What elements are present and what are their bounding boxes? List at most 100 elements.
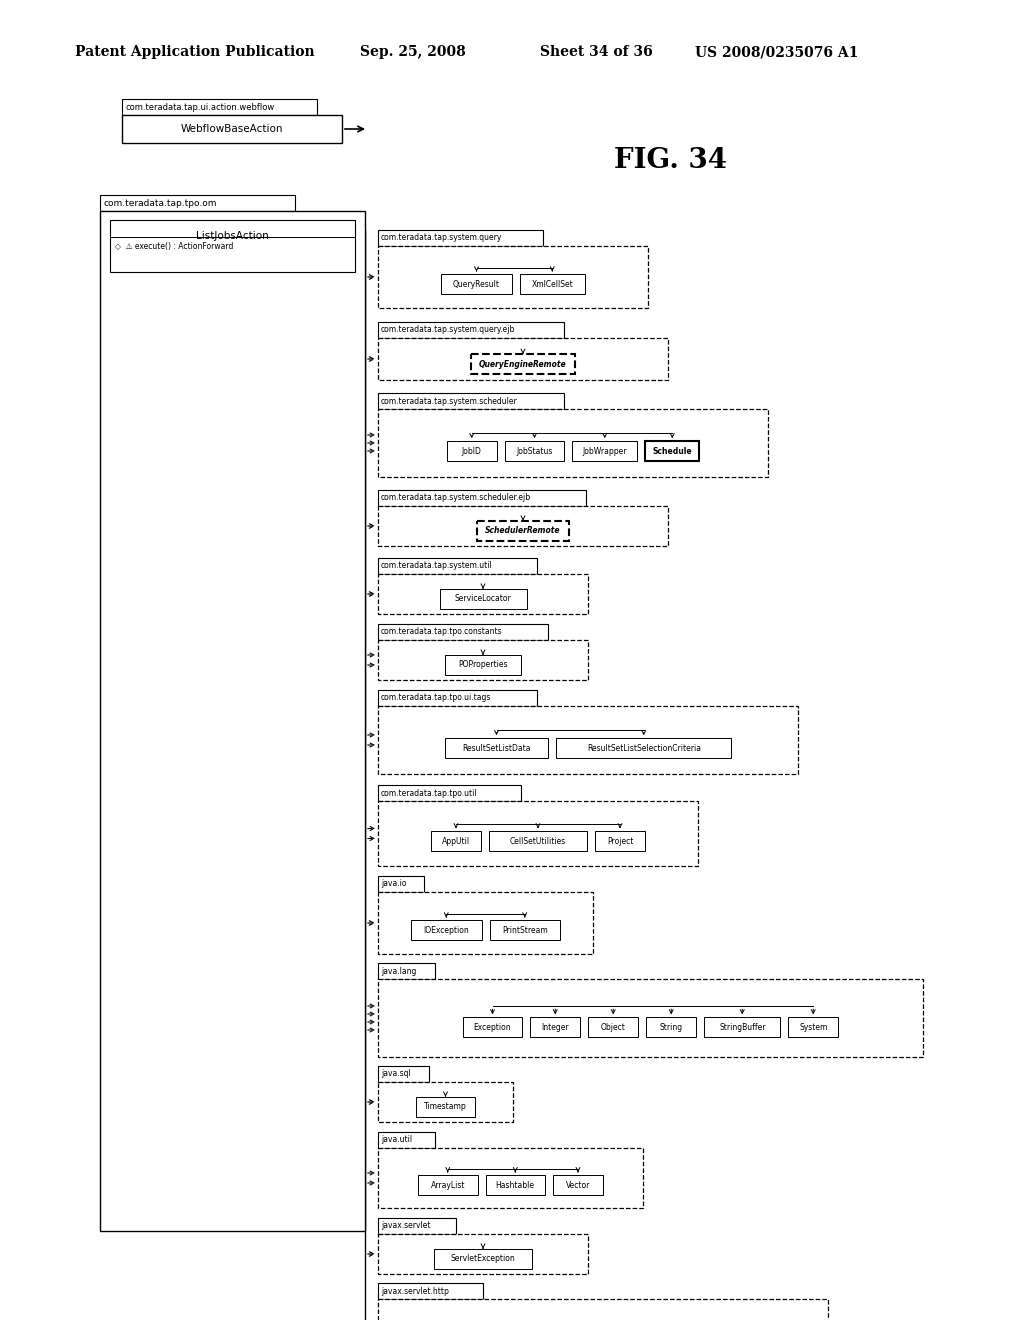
Text: com.teradata.tap.tpo.constants: com.teradata.tap.tpo.constants <box>381 627 503 636</box>
Text: ResultSetListData: ResultSetListData <box>462 743 530 752</box>
Text: com.teradata.tap.system.scheduler: com.teradata.tap.system.scheduler <box>381 396 518 405</box>
Bar <box>434 1249 532 1269</box>
Bar <box>444 738 548 758</box>
Bar <box>122 99 317 115</box>
Bar <box>378 1067 429 1082</box>
Text: java.util: java.util <box>381 1135 412 1144</box>
Text: ServletException: ServletException <box>451 1254 515 1263</box>
Bar <box>441 275 512 294</box>
Text: com.teradata.tap.tpo.util: com.teradata.tap.tpo.util <box>381 788 477 797</box>
Text: ServiceLocator: ServiceLocator <box>455 594 511 603</box>
Text: FIG. 34: FIG. 34 <box>613 147 726 173</box>
Bar <box>553 1175 603 1195</box>
Bar <box>378 338 668 380</box>
Text: Project: Project <box>607 837 633 846</box>
Bar <box>378 1133 434 1148</box>
Bar <box>378 230 543 246</box>
Text: ResultSetListSelectionCriteria: ResultSetListSelectionCriteria <box>587 743 700 752</box>
Text: POProperties: POProperties <box>459 660 508 669</box>
Text: Object: Object <box>601 1023 626 1032</box>
Bar <box>122 115 342 143</box>
Bar <box>378 1299 828 1320</box>
Bar <box>595 832 645 851</box>
Bar <box>378 490 586 506</box>
Text: com.teradata.tap.system.scheduler.ejb: com.teradata.tap.system.scheduler.ejb <box>381 494 531 503</box>
Bar <box>439 589 526 609</box>
Text: com.teradata.tap.system.query.ejb: com.teradata.tap.system.query.ejb <box>381 326 515 334</box>
Bar <box>378 1148 643 1208</box>
Bar <box>110 220 355 272</box>
Text: WebflowBaseAction: WebflowBaseAction <box>181 124 284 135</box>
Bar <box>378 322 564 338</box>
Bar <box>588 1018 638 1038</box>
Bar <box>477 521 569 541</box>
Text: US 2008/0235076 A1: US 2008/0235076 A1 <box>695 45 858 59</box>
Text: QueryResult: QueryResult <box>453 280 500 289</box>
Bar <box>505 441 564 461</box>
Bar <box>788 1018 839 1038</box>
Bar <box>416 1097 475 1117</box>
Bar <box>446 441 497 461</box>
Text: Hashtable: Hashtable <box>496 1180 535 1189</box>
Bar <box>378 574 588 614</box>
Text: javax.servlet.http: javax.servlet.http <box>381 1287 449 1295</box>
Text: Patent Application Publication: Patent Application Publication <box>75 45 314 59</box>
Text: PrintStream: PrintStream <box>502 925 548 935</box>
Bar <box>378 558 538 574</box>
Text: ArrayList: ArrayList <box>430 1180 465 1189</box>
Text: JobStatus: JobStatus <box>516 446 553 455</box>
Bar <box>378 785 521 801</box>
Text: Schedule: Schedule <box>652 446 692 455</box>
Text: java.lang: java.lang <box>381 966 417 975</box>
Bar <box>705 1018 780 1038</box>
Bar <box>378 1283 483 1299</box>
Text: QueryEngineRemote: QueryEngineRemote <box>479 359 567 368</box>
Text: com.teradata.tap.system.util: com.teradata.tap.system.util <box>381 561 493 570</box>
Bar <box>572 441 637 461</box>
Bar <box>378 393 564 409</box>
Text: java.io: java.io <box>381 879 407 888</box>
Bar <box>378 624 548 640</box>
Text: java.sql: java.sql <box>381 1069 411 1078</box>
Bar <box>378 876 424 892</box>
Bar <box>556 738 731 758</box>
Text: JobWrapper: JobWrapper <box>583 446 627 455</box>
Text: ◇  ⚠ execute() : ActionForward: ◇ ⚠ execute() : ActionForward <box>115 243 233 252</box>
Text: com.teradata.tap.ui.action.webflow: com.teradata.tap.ui.action.webflow <box>125 103 274 111</box>
Bar <box>378 640 588 680</box>
Text: Sep. 25, 2008: Sep. 25, 2008 <box>360 45 466 59</box>
Text: JobID: JobID <box>462 446 481 455</box>
Bar <box>431 832 481 851</box>
Bar <box>378 801 698 866</box>
Bar <box>485 1175 545 1195</box>
Bar <box>418 1175 477 1195</box>
Text: Integer: Integer <box>542 1023 569 1032</box>
Text: System: System <box>799 1023 827 1032</box>
Bar <box>645 441 699 461</box>
Text: StringBuffer: StringBuffer <box>719 1023 766 1032</box>
Text: com.teradata.tap.tpo.om: com.teradata.tap.tpo.om <box>103 198 216 207</box>
Bar <box>378 690 538 706</box>
Bar <box>100 195 295 211</box>
Text: Sheet 34 of 36: Sheet 34 of 36 <box>540 45 652 59</box>
Bar <box>100 211 365 1232</box>
Bar <box>520 275 585 294</box>
Bar <box>463 1018 522 1038</box>
Bar <box>378 506 668 546</box>
Bar <box>471 354 574 374</box>
Bar <box>378 1218 457 1234</box>
Text: Timestamp: Timestamp <box>424 1102 467 1111</box>
Text: com.teradata.tap.tpo.ui.tags: com.teradata.tap.tpo.ui.tags <box>381 693 492 702</box>
Bar <box>489 920 560 940</box>
Text: SchedulerRemote: SchedulerRemote <box>485 527 561 536</box>
Bar <box>378 1234 588 1274</box>
Bar <box>489 832 587 851</box>
Bar <box>378 706 798 774</box>
Bar <box>378 1082 513 1122</box>
Bar <box>445 655 521 675</box>
Bar <box>378 246 648 308</box>
Text: String: String <box>659 1023 683 1032</box>
Bar <box>411 920 481 940</box>
Text: Vector: Vector <box>566 1180 590 1189</box>
Bar <box>646 1018 696 1038</box>
